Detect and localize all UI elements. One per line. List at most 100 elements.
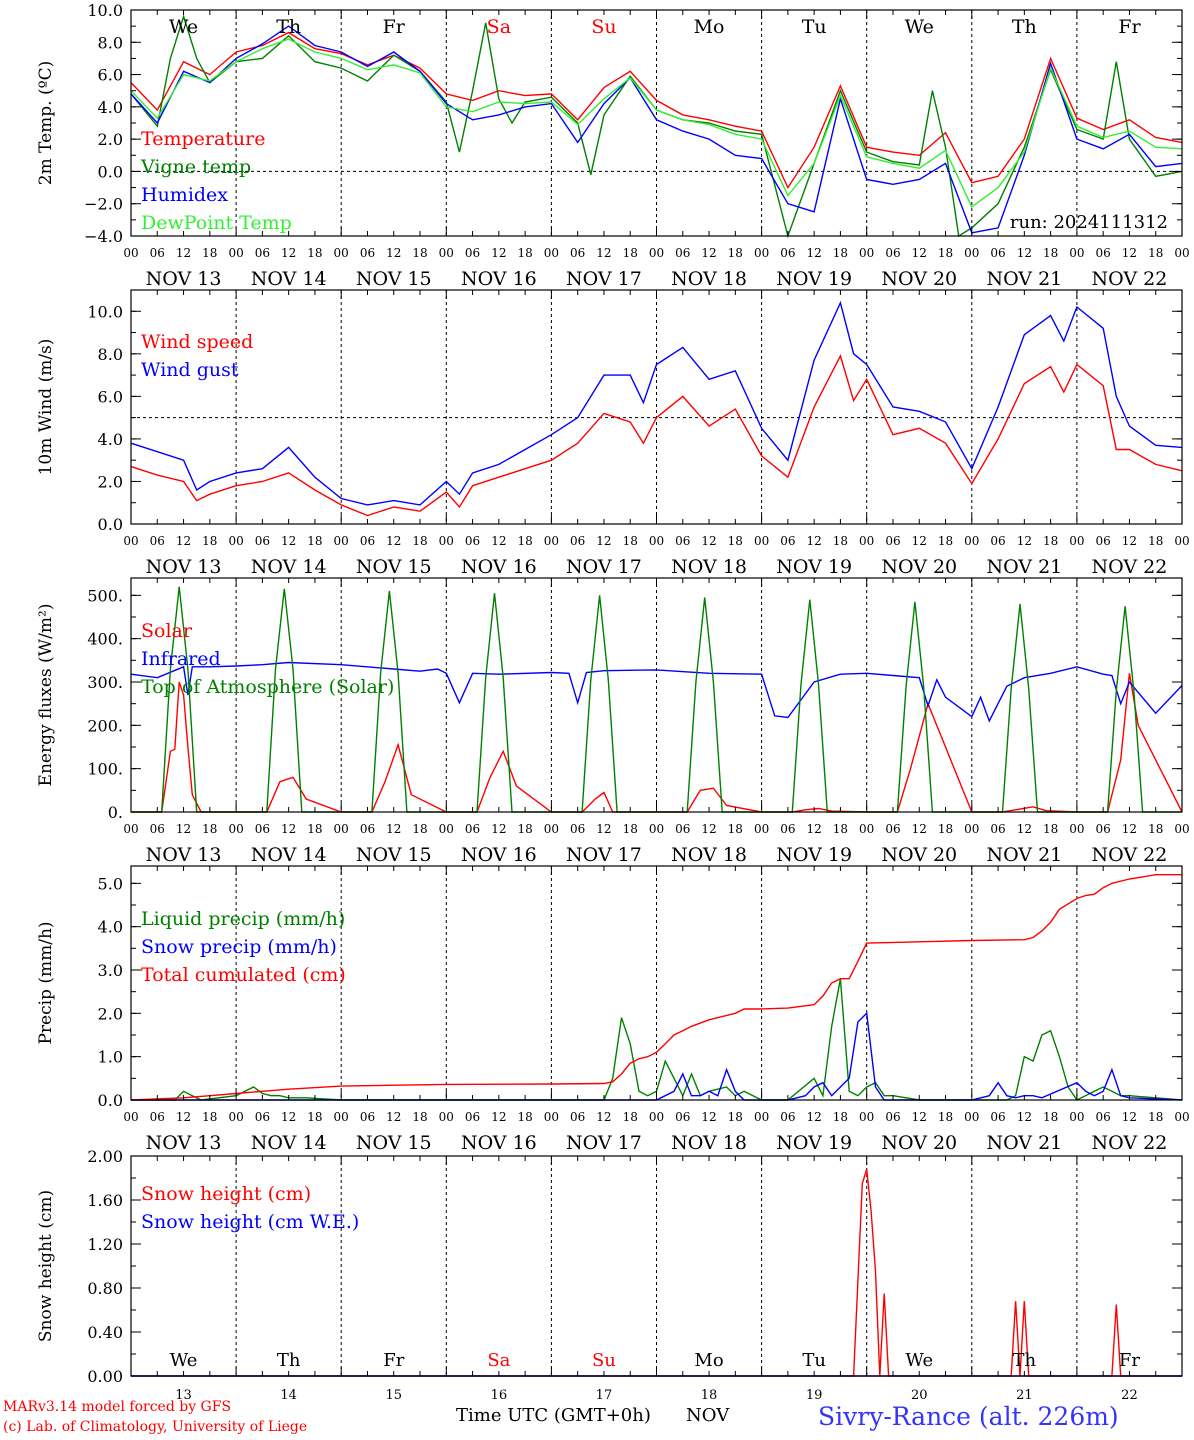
weekday-label-top: Tu xyxy=(802,16,827,38)
weekday-label-top: Mo xyxy=(694,16,725,38)
day-label: NOV 19 xyxy=(776,268,852,290)
legend-entry: Temperature xyxy=(141,128,265,150)
station-name: Sivry-Rance (alt. 226m) xyxy=(818,1402,1119,1431)
y-tick-label: 6.0 xyxy=(98,66,123,85)
legend-entry: Wind speed xyxy=(141,331,253,353)
panel-4: 00 06 12 18 00 06 12 18 00 06 12 18 00 06 12 18 00 06 12 18… xyxy=(36,865,1190,1154)
hour-tick-label: 00 xyxy=(123,246,138,260)
hour-tick-label: 18 xyxy=(412,1110,427,1124)
day-label: NOV 13 xyxy=(146,1132,222,1154)
weekday-label-top: Th xyxy=(276,16,301,38)
hour-tick-label: 00 xyxy=(544,822,559,836)
hour-tick-label: 00 xyxy=(439,534,454,548)
hour-tick-label: 18 xyxy=(517,822,532,836)
hour-tick-label: 18 xyxy=(412,822,427,836)
hour-tick-label: 18 xyxy=(307,246,322,260)
hour-tick-label: 12 xyxy=(1017,246,1032,260)
hour-tick-label: 00 xyxy=(334,1110,349,1124)
hour-tick-label: 00 xyxy=(754,822,769,836)
day-label: NOV 18 xyxy=(671,268,747,290)
y-tick-label: 100. xyxy=(87,760,123,779)
hour-tick-label: 12 xyxy=(176,246,191,260)
hour-tick-label: 18 xyxy=(412,246,427,260)
hour-tick-label: 00 xyxy=(1069,246,1084,260)
y-axis-title: Energy fluxes (W/m²) xyxy=(36,604,56,787)
hour-tick-label: 18 xyxy=(1148,534,1163,548)
hour-tick-label: 18 xyxy=(412,534,427,548)
series-line-2 xyxy=(130,661,1183,723)
panel-1: 00 06 12 18 00 06 12 18 00 06 12 18 00 06 12 18 00 06 12 18… xyxy=(36,1,1190,290)
y-axis-title: Precip (mm/h) xyxy=(36,921,56,1044)
weekday-label-bottom: Th xyxy=(1013,1350,1037,1371)
hour-tick-label: 00 xyxy=(649,822,664,836)
series-line-1 xyxy=(130,354,1183,517)
series-line-4 xyxy=(130,38,1183,208)
y-tick-label: −2.0 xyxy=(84,195,123,214)
hour-tick-label: 12 xyxy=(1122,246,1137,260)
day-number: 16 xyxy=(491,1388,508,1403)
legend-entry: Snow height (cm W.E.) xyxy=(141,1211,359,1233)
y-tick-label: 10.0 xyxy=(87,302,123,321)
hour-tick-label: 12 xyxy=(386,246,401,260)
day-label: NOV 14 xyxy=(251,844,327,866)
hour-tick-label: 12 xyxy=(596,534,611,548)
weekday-label-bottom: Su xyxy=(592,1350,616,1371)
lab-credit: (c) Lab. of Climatology, University of L… xyxy=(3,1419,308,1435)
panel-5: 2.00 1.60 1.20 0.80 0.40 0.00 Snow height (cm)… xyxy=(36,1147,1183,1386)
hour-tick-label: 00 xyxy=(334,246,349,260)
hour-tick-label: 18 xyxy=(307,822,322,836)
hour-tick-label: 06 xyxy=(465,1110,480,1124)
hour-tick-label: 00 xyxy=(1174,1110,1189,1124)
day-label: NOV 22 xyxy=(1092,1132,1168,1154)
day-label: NOV 14 xyxy=(251,556,327,578)
weekday-label-bottom: Mo xyxy=(694,1350,723,1371)
hour-tick-label: 00 xyxy=(649,246,664,260)
legend-entry: Snow height (cm) xyxy=(141,1183,311,1205)
day-label: NOV 20 xyxy=(881,844,957,866)
hour-tick-label: 00 xyxy=(859,534,874,548)
hour-tick-label: 12 xyxy=(176,534,191,548)
hour-tick-label: 06 xyxy=(150,534,165,548)
hour-tick-label: 00 xyxy=(754,246,769,260)
hour-tick-label: 12 xyxy=(1017,534,1032,548)
day-label: NOV 18 xyxy=(671,556,747,578)
hour-tick-label: 12 xyxy=(1017,822,1032,836)
weekday-label-top: Fr xyxy=(1118,16,1141,38)
hour-tick-label: 12 xyxy=(281,822,296,836)
hour-tick-label: 00 xyxy=(123,534,138,548)
weekday-label-bottom: Fr xyxy=(383,1350,404,1371)
hour-tick-label: 18 xyxy=(1043,246,1058,260)
hour-tick-label: 00 xyxy=(123,822,138,836)
hour-tick-label: 00 xyxy=(439,822,454,836)
y-axis-title: 2m Temp. (ºC) xyxy=(36,61,56,186)
day-label: NOV 16 xyxy=(461,844,537,866)
hour-tick-label: 12 xyxy=(596,822,611,836)
day-label: NOV 19 xyxy=(776,844,852,866)
series-line-2 xyxy=(130,14,1183,239)
hour-tick-label: 00 xyxy=(228,822,243,836)
hour-tick-label: 18 xyxy=(623,246,638,260)
day-label: NOV 16 xyxy=(461,1132,537,1154)
hour-tick-label: 12 xyxy=(701,1110,716,1124)
day-number: 20 xyxy=(911,1388,928,1403)
series-line-3 xyxy=(130,25,1183,234)
day-label: NOV 15 xyxy=(356,1132,432,1154)
hour-tick-label: 06 xyxy=(1096,534,1111,548)
hour-tick-label: 00 xyxy=(439,246,454,260)
hour-tick-label: 18 xyxy=(202,822,217,836)
legend-entry: Top of Atmosphere (Solar) xyxy=(141,676,394,698)
day-label: NOV 22 xyxy=(1092,844,1168,866)
hour-tick-label: 06 xyxy=(780,1110,795,1124)
hour-tick-label: 00 xyxy=(964,246,979,260)
hour-tick-label: 12 xyxy=(596,246,611,260)
hour-tick-label: 00 xyxy=(228,534,243,548)
y-axis-title: 10m Wind (m/s) xyxy=(36,339,56,476)
hour-tick-label: 06 xyxy=(675,1110,690,1124)
hour-tick-label: 00 xyxy=(964,1110,979,1124)
series-line-1 xyxy=(130,31,1183,190)
hour-tick-label: 06 xyxy=(675,534,690,548)
hour-tick-label: 18 xyxy=(938,822,953,836)
day-label: NOV 22 xyxy=(1092,556,1168,578)
hour-tick-label: 12 xyxy=(912,1110,927,1124)
hour-tick-label: 12 xyxy=(807,1110,822,1124)
